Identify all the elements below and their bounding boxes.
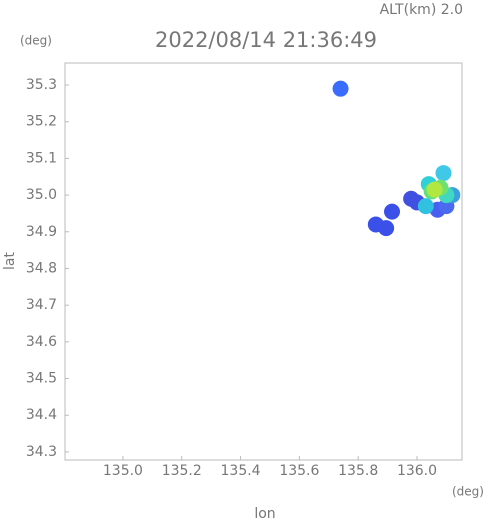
- x-tick-label: 135.8: [338, 463, 378, 479]
- x-tick-label: 135.4: [221, 463, 261, 479]
- x-tick-label: 135.6: [279, 463, 319, 479]
- echo-point: [426, 181, 443, 198]
- x-tick-label: 136.0: [397, 463, 437, 479]
- y-tick-label: 34.8: [26, 260, 57, 276]
- x-tick-label: 135.2: [162, 463, 202, 479]
- echo-point: [417, 198, 434, 215]
- y-tick-label: 34.9: [26, 224, 57, 240]
- y-tick-label: 35.2: [26, 114, 57, 130]
- x-axis-label: lon: [254, 506, 275, 521]
- y-tick-label: 34.4: [26, 407, 57, 423]
- echo-point: [332, 80, 349, 97]
- plot-frame: [64, 62, 463, 461]
- y-tick-label: 35.3: [26, 77, 57, 93]
- y-tick-label: 35.1: [26, 150, 57, 166]
- y-axis-label: lat: [2, 252, 18, 270]
- y-tick-label: 34.6: [26, 334, 57, 350]
- y-tick-label: 34.7: [26, 297, 57, 313]
- y-unit: (deg): [20, 34, 52, 48]
- chart-title: 2022/08/14 21:36:49: [155, 28, 377, 52]
- echo-point: [384, 203, 401, 220]
- x-unit: (deg): [452, 485, 484, 499]
- altitude-label: ALT(km) 2.0: [380, 2, 463, 18]
- y-tick-label: 35.0: [26, 187, 57, 203]
- echo-point: [378, 220, 395, 237]
- x-tick-label: 135.0: [103, 463, 143, 479]
- y-tick-label: 34.3: [26, 444, 57, 460]
- y-tick-label: 34.5: [26, 371, 57, 387]
- echo-point: [435, 165, 452, 182]
